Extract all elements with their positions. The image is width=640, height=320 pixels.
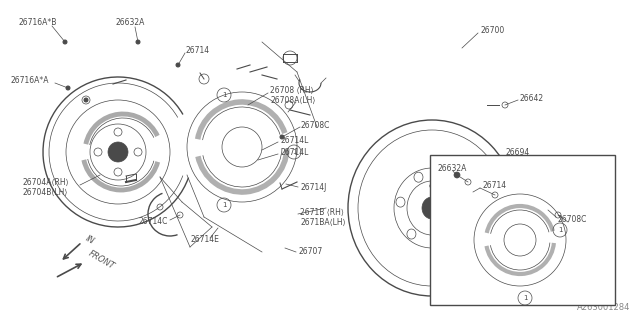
Circle shape: [136, 40, 140, 44]
Text: 2671B ⟨RH⟩: 2671B ⟨RH⟩: [300, 207, 344, 217]
Text: 26716A*A: 26716A*A: [10, 76, 49, 84]
Text: 26714E: 26714E: [190, 236, 219, 244]
Text: 26700: 26700: [480, 26, 504, 35]
Text: 26632A: 26632A: [437, 164, 467, 172]
Text: IN: IN: [84, 234, 96, 246]
Text: 26708C: 26708C: [300, 121, 330, 130]
Text: A263001284: A263001284: [577, 303, 630, 312]
Text: 26642: 26642: [520, 93, 544, 102]
Text: 1: 1: [523, 295, 527, 301]
Circle shape: [280, 135, 284, 139]
Text: 26714: 26714: [185, 45, 209, 54]
Circle shape: [84, 98, 88, 102]
Text: 26716A*B: 26716A*B: [18, 18, 56, 27]
Text: 26708C: 26708C: [558, 215, 588, 225]
Text: 26714C: 26714C: [138, 218, 168, 227]
Ellipse shape: [422, 197, 442, 219]
Text: 26714L: 26714L: [280, 135, 308, 145]
Text: 26694: 26694: [505, 148, 529, 156]
Text: 1: 1: [221, 92, 227, 98]
Text: 2671BA⟨LH⟩: 2671BA⟨LH⟩: [300, 218, 346, 227]
Bar: [430, 155, 615, 305]
Text: 26632A: 26632A: [115, 18, 145, 27]
Text: 26707: 26707: [298, 247, 323, 257]
Circle shape: [66, 86, 70, 90]
Text: 26708 ⟨RH⟩: 26708 ⟨RH⟩: [270, 85, 314, 94]
Text: 26704A⟨RH⟩: 26704A⟨RH⟩: [22, 178, 68, 187]
Text: 26708A⟨LH⟩: 26708A⟨LH⟩: [270, 95, 316, 105]
Text: 26714L: 26714L: [280, 148, 308, 156]
Text: 26704B⟨LH⟩: 26704B⟨LH⟩: [22, 188, 67, 196]
Text: 1: 1: [557, 227, 563, 233]
Circle shape: [108, 142, 128, 162]
Text: 26714J: 26714J: [300, 182, 326, 191]
Text: 1: 1: [221, 202, 227, 208]
Text: 26714: 26714: [482, 180, 506, 189]
Circle shape: [63, 40, 67, 44]
Text: FRONT: FRONT: [87, 249, 116, 271]
Text: 1: 1: [292, 149, 296, 155]
Circle shape: [176, 63, 180, 67]
Circle shape: [454, 172, 460, 178]
